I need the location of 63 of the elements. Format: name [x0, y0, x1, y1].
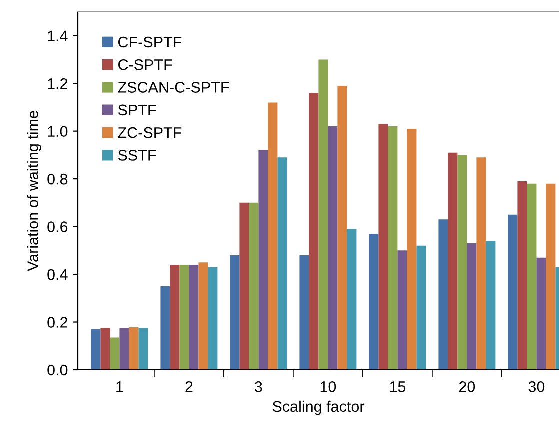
bar [268, 102, 278, 370]
y-tick-label: 0.0 [48, 364, 68, 376]
bar [476, 158, 486, 370]
legend-label: CF-SPTF [118, 36, 182, 48]
bar [527, 184, 537, 370]
y-tick-label: 0.4 [48, 269, 68, 280]
bar [278, 158, 288, 370]
bar [258, 150, 268, 370]
bar [100, 328, 110, 370]
y-tick-label: 0.6 [48, 222, 68, 232]
bar [378, 124, 388, 370]
bar [138, 328, 148, 370]
bar [230, 255, 240, 370]
bar [91, 329, 101, 370]
x-tick-label: 15 [390, 382, 406, 392]
bar [338, 86, 348, 370]
bar [208, 267, 218, 370]
bar [467, 244, 477, 370]
bar [249, 202, 259, 370]
x-tick-label: 1 [116, 382, 124, 392]
bar [170, 264, 180, 370]
bar [198, 262, 208, 370]
bar [416, 246, 426, 370]
legend-label: ZSCAN-C-SPTF [118, 82, 230, 93]
x-tick-label: 3 [255, 382, 262, 392]
x-tick-label: 20 [459, 382, 476, 392]
legend-label: SSTF [118, 150, 156, 161]
bar [508, 214, 518, 370]
bar [189, 264, 199, 370]
x-tick-label: 10 [320, 382, 336, 392]
bar [388, 126, 398, 370]
bar [486, 241, 496, 370]
bar [398, 250, 408, 370]
bar [110, 338, 120, 370]
legend-label: C-SPTF [118, 59, 172, 70]
bar [438, 220, 448, 370]
y-tick-label: 1.0 [48, 126, 68, 138]
x-axis-title: Scaling factor [272, 400, 365, 416]
bar [300, 255, 310, 370]
bar [347, 229, 357, 370]
legend-label: ZC-SPTF [118, 127, 182, 138]
y-tick-label: 0.2 [48, 317, 68, 328]
bar [240, 202, 250, 370]
legend-label: SPTF [118, 104, 156, 116]
x-tick-label: 30 [528, 382, 545, 392]
bar [458, 155, 468, 370]
bar [160, 286, 170, 370]
y-tick-label: 1.4 [48, 30, 68, 42]
bar [180, 264, 190, 370]
bar [407, 128, 417, 370]
x-tick-label: 2 [186, 382, 193, 392]
bar [120, 328, 130, 370]
bar [318, 60, 328, 370]
bar [328, 126, 338, 370]
y-tick-label: 0.8 [48, 174, 68, 185]
bar [129, 328, 139, 370]
bar [536, 258, 546, 370]
y-axis-title: Variation of waiting time [27, 111, 42, 272]
bar [309, 93, 319, 370]
bar [369, 234, 379, 370]
bar [518, 181, 528, 370]
y-tick-label: 1.2 [48, 78, 68, 90]
bar [448, 152, 458, 370]
